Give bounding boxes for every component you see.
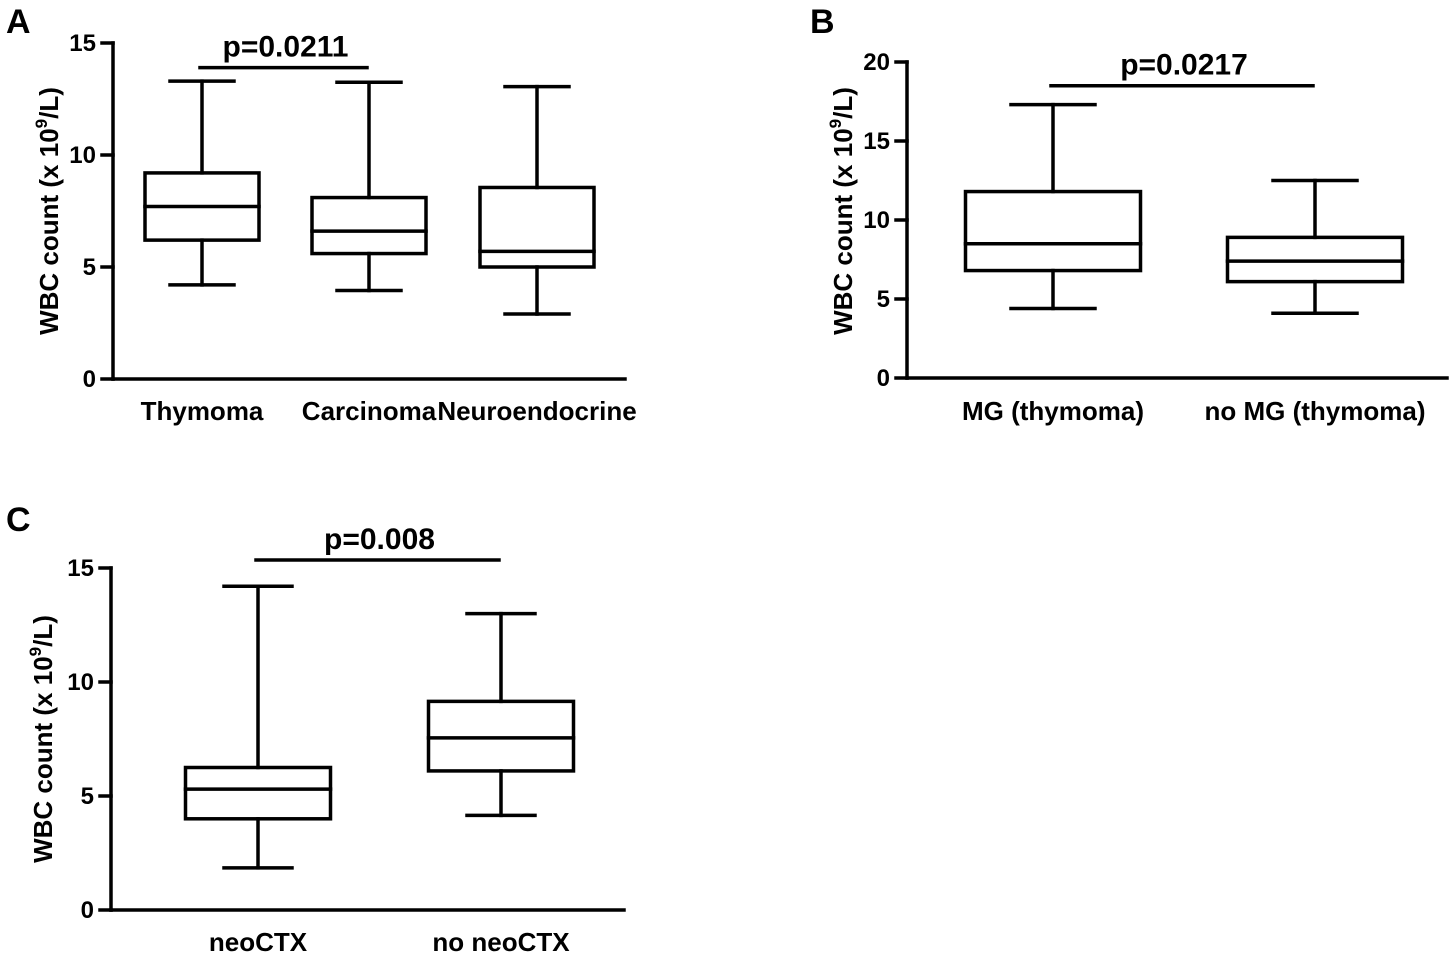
box-plot-1 — [183, 584, 333, 870]
y-tick-label: 10 — [69, 142, 96, 169]
y-tick-label: 15 — [67, 555, 94, 582]
box-plot-1 — [963, 102, 1143, 311]
iqr-box — [478, 185, 596, 269]
box-plot-2 — [1225, 178, 1405, 315]
box-plot-3 — [478, 84, 596, 316]
iqr-box — [183, 765, 333, 821]
y-tick-label: 5 — [877, 286, 890, 313]
chart-panel-a: A 0 5 10 15 WBC count (x 109/L) Thymoma Carcino… — [6, 3, 637, 426]
category-label: Thymoma — [141, 396, 264, 426]
y-tick-label: 0 — [83, 366, 96, 393]
iqr-box — [963, 189, 1143, 273]
y-tick-label: 5 — [81, 783, 94, 810]
y-tick-label: 0 — [81, 897, 94, 924]
category-label: MG (thymoma) — [962, 396, 1144, 426]
box-plot-2 — [310, 80, 428, 293]
p-value-label: p=0.008 — [324, 523, 435, 556]
category-label: no MG (thymoma) — [1205, 396, 1426, 426]
y-tick-label: 0 — [877, 365, 890, 392]
y-tick-label: 15 — [863, 128, 890, 155]
category-label: Neuroendocrine — [437, 396, 636, 426]
box-plot-2 — [426, 611, 576, 818]
y-tick-label: 20 — [863, 49, 890, 76]
y-tick-label: 10 — [67, 669, 94, 696]
iqr-box — [310, 195, 428, 256]
category-label: neoCTX — [209, 927, 308, 956]
p-value-label: p=0.0217 — [1120, 49, 1248, 82]
y-axis-label: WBC count (x 109/L) — [26, 615, 58, 863]
panel-letter: C — [6, 501, 31, 539]
chart-panel-c: C 0 5 10 15 WBC count (x 109/L) neoCTX no neoCT… — [6, 501, 626, 956]
y-axis-label: WBC count (x 109/L) — [826, 87, 858, 335]
category-label: Carcinoma — [302, 396, 437, 426]
p-value-label: p=0.0211 — [223, 31, 349, 64]
y-tick-label: 5 — [83, 254, 96, 281]
panel-letter: B — [810, 3, 835, 41]
y-tick-label: 15 — [69, 30, 96, 57]
y-tick-label: 10 — [863, 207, 890, 234]
box-plot-1 — [143, 79, 261, 287]
category-label: no neoCTX — [432, 927, 570, 956]
panel-letter: A — [6, 3, 31, 41]
y-axis-label: WBC count (x 109/L) — [32, 87, 64, 335]
